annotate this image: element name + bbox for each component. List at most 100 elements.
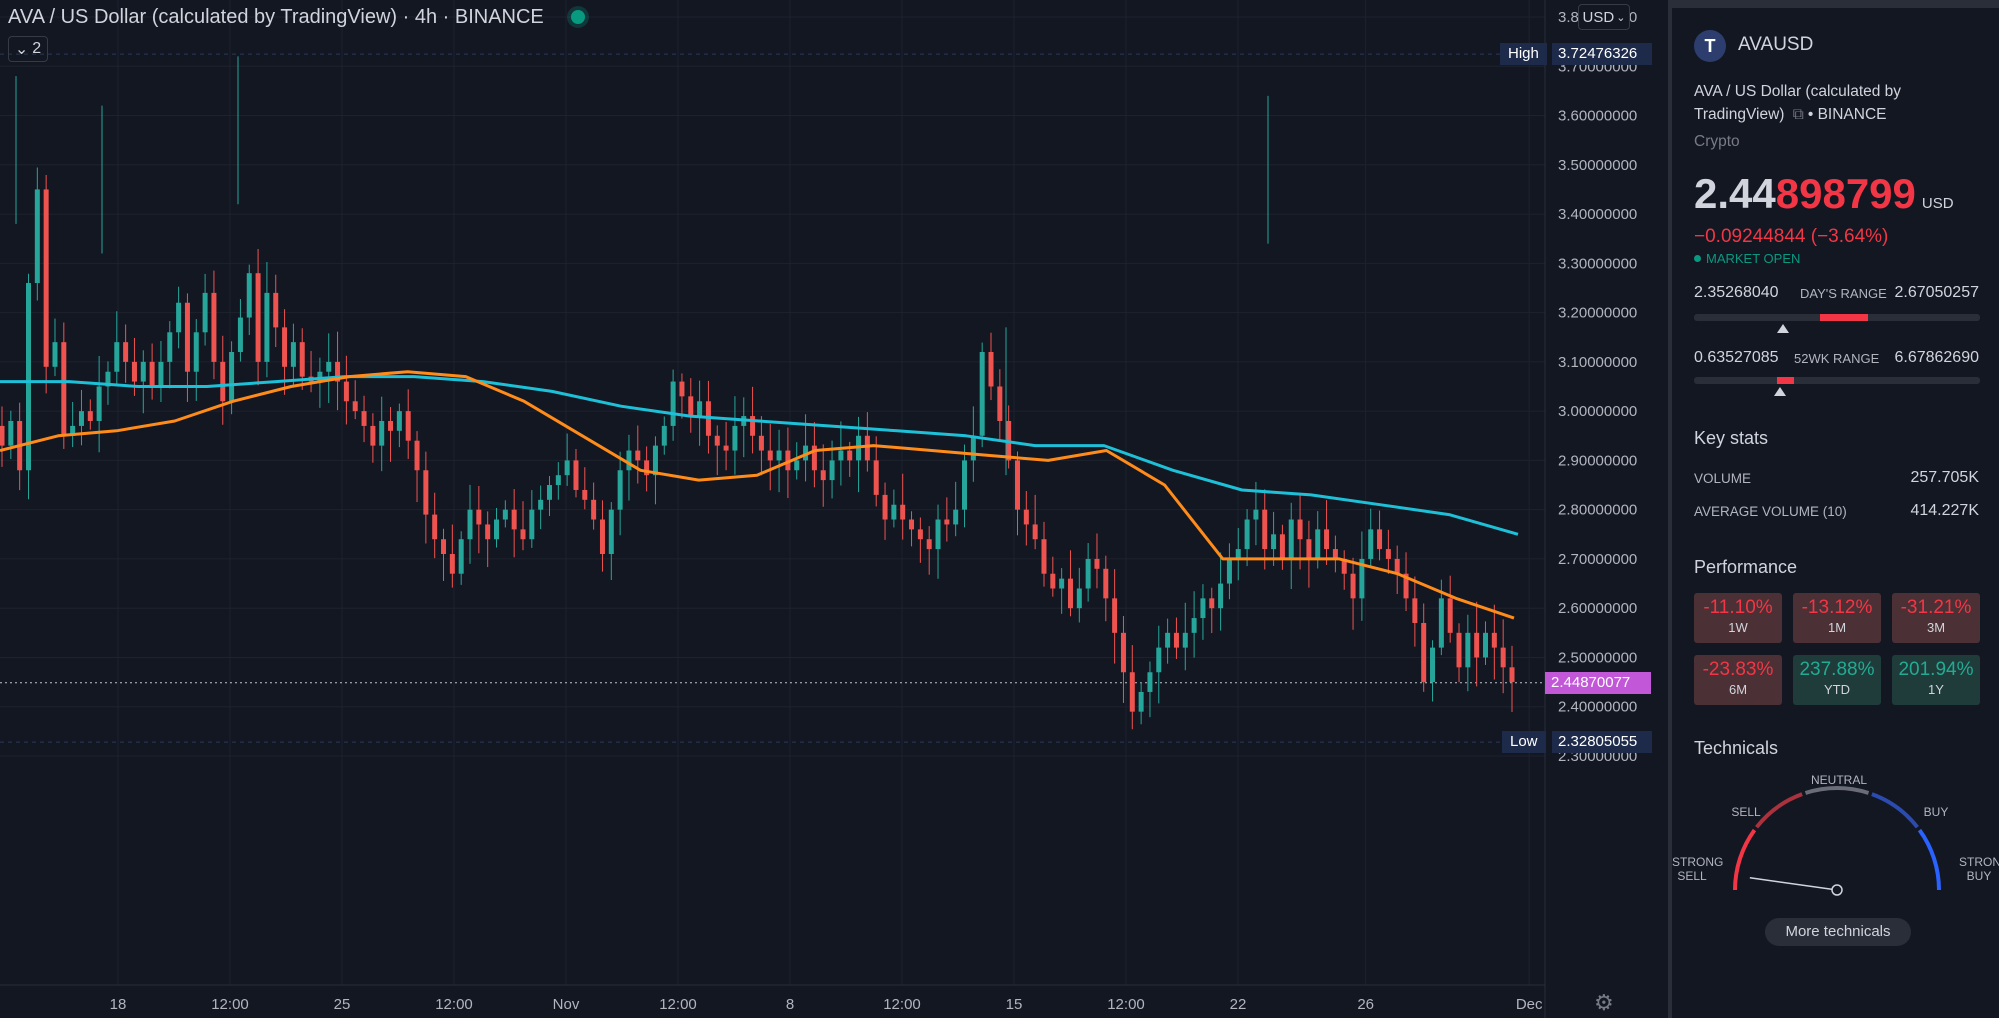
candle-body: [131, 361, 137, 382]
candle-body: [644, 460, 650, 476]
last-price: 2.44898799 USD: [1694, 170, 1954, 218]
technicals-gauge[interactable]: [1672, 760, 1999, 910]
candle-body: [405, 411, 411, 441]
candle-body: [714, 435, 720, 446]
candle-body: [1297, 519, 1303, 540]
candle-body: [1156, 647, 1162, 673]
candle-body: [652, 445, 658, 476]
candle-body: [864, 435, 870, 461]
candle-body: [661, 425, 667, 446]
candle-body: [1394, 558, 1400, 574]
candle-body: [917, 529, 923, 540]
performance-1w[interactable]: -11.10% 1W: [1694, 593, 1782, 643]
candle-body: [78, 411, 84, 426]
market-status: MARKET OPEN: [1694, 251, 1800, 266]
candle-body: [361, 411, 367, 426]
candle-body: [970, 435, 976, 461]
wk52-range-label: 52WK RANGE: [1794, 351, 1880, 366]
gauge-strong-sell-label: STRONG SELL: [1672, 855, 1723, 883]
candle-body: [573, 460, 579, 490]
candle-body: [1465, 632, 1471, 668]
indicators-collapse-button[interactable]: ⌄ 2: [8, 36, 48, 62]
performance-3m[interactable]: -31.21% 3M: [1892, 593, 1980, 643]
candle-body: [935, 519, 941, 550]
y-tick-label: 2.70000000: [1558, 551, 1637, 568]
candle-body: [1041, 539, 1047, 574]
candle-body: [1491, 632, 1497, 648]
candle-body: [494, 519, 500, 540]
candle-body: [1456, 632, 1462, 668]
candle-body: [343, 381, 349, 402]
candle-body: [467, 509, 473, 540]
candle-body: [1332, 549, 1338, 559]
candle-body: [458, 539, 464, 574]
candle-body: [70, 425, 76, 436]
candle-body: [167, 332, 173, 362]
candle-body: [388, 420, 394, 431]
candle-body: [1094, 558, 1100, 569]
candle-body: [1112, 598, 1118, 633]
candle-body: [290, 342, 296, 367]
candle-body: [43, 189, 49, 367]
gauge-label-text: STRONG SELL: [1672, 855, 1724, 883]
candle-body: [352, 401, 358, 412]
external-link-icon[interactable]: ⧉: [1792, 106, 1804, 123]
candle-body: [1014, 460, 1020, 510]
perf-period: 1Y: [1928, 682, 1944, 697]
candle-body: [1032, 524, 1038, 540]
symbol-details-panel: T AVAUSD AVA / US Dollar (calculated by …: [1668, 0, 1999, 1018]
high-label: High: [1500, 43, 1547, 66]
chart-title-text: AVA / US Dollar (calculated by TradingVi…: [8, 6, 544, 28]
currency-selector[interactable]: USD ⌄: [1578, 4, 1630, 30]
candle-body: [1500, 647, 1506, 668]
days-range-fill: [1819, 314, 1869, 321]
more-technicals-button[interactable]: More technicals: [1765, 918, 1911, 946]
candle-body: [1430, 647, 1436, 683]
candle-body: [626, 450, 632, 471]
candle-body: [502, 509, 508, 520]
performance-ytd[interactable]: 237.88% YTD: [1793, 655, 1881, 705]
candle-body: [1483, 632, 1489, 658]
candle-body: [794, 460, 800, 471]
ema-slow-line: [0, 375, 1519, 536]
candle-body: [785, 450, 791, 471]
candle-body: [1129, 672, 1135, 712]
candle-body: [564, 460, 570, 476]
candle-body: [909, 519, 915, 530]
price-chart[interactable]: 3.800000003.700000003.600000003.50000000…: [0, 0, 1668, 1018]
symbol-name[interactable]: AVAUSD: [1738, 34, 1814, 55]
candle-body: [1271, 534, 1277, 550]
x-tick-label: 15: [1006, 996, 1023, 1013]
gauge-hub: [1831, 884, 1843, 896]
x-tick-label: Nov: [553, 996, 580, 1013]
candle-body: [1182, 632, 1188, 648]
candle-body: [423, 470, 429, 515]
performance-1y[interactable]: 201.94% 1Y: [1892, 655, 1980, 705]
gear-icon[interactable]: ⚙: [1594, 990, 1614, 1015]
symbol-logo: T: [1694, 30, 1726, 62]
candle-body: [396, 411, 402, 431]
wk52-range-high: 6.67862690: [1894, 349, 1979, 366]
candle-body: [1244, 519, 1250, 550]
symbol-description: AVA / US Dollar (calculated by TradingVi…: [1694, 83, 1902, 123]
x-tick-label: 12:00: [883, 996, 921, 1013]
perf-period: 1M: [1827, 620, 1847, 635]
candle-body: [202, 292, 208, 333]
performance-6m[interactable]: -23.83% 6M: [1694, 655, 1782, 705]
market-status-text: MARKET OPEN: [1706, 251, 1801, 266]
candle-body: [220, 361, 226, 402]
candle-body: [1218, 583, 1224, 609]
gauge-segment: [1733, 828, 1757, 891]
candle-body: [688, 396, 694, 417]
candle-body: [1377, 529, 1383, 550]
currency-label: USD: [1582, 8, 1615, 26]
performance-1m[interactable]: -13.12% 1M: [1793, 593, 1881, 643]
panel-top-border: [1672, 0, 1999, 8]
low-label: Low: [1502, 731, 1546, 754]
candle-body: [449, 554, 455, 574]
chart-pane[interactable]: 3.800000003.700000003.600000003.50000000…: [0, 0, 1668, 1018]
candle-body: [546, 485, 552, 500]
candle-body: [529, 509, 535, 540]
wk52-range-marker-icon: [1773, 387, 1786, 396]
candle-body: [617, 470, 623, 510]
